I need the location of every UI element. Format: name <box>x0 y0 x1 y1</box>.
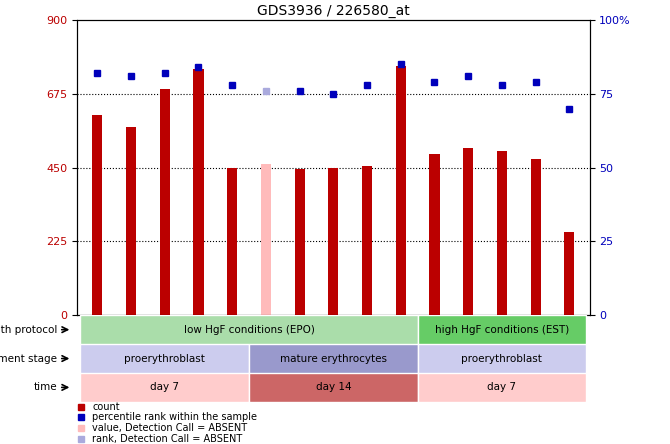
Text: proerythroblast: proerythroblast <box>462 353 542 364</box>
Bar <box>417 344 586 373</box>
Bar <box>92 115 103 315</box>
Title: GDS3936 / 226580_at: GDS3936 / 226580_at <box>257 4 409 18</box>
Text: rank, Detection Call = ABSENT: rank, Detection Call = ABSENT <box>92 433 243 444</box>
Text: day 14: day 14 <box>316 382 351 392</box>
Bar <box>249 373 417 402</box>
Text: value, Detection Call = ABSENT: value, Detection Call = ABSENT <box>92 423 247 433</box>
Text: time: time <box>34 382 58 392</box>
Text: growth protocol: growth protocol <box>0 325 58 335</box>
Text: mature erythrocytes: mature erythrocytes <box>280 353 387 364</box>
Bar <box>564 232 574 315</box>
Bar <box>497 151 507 315</box>
Bar <box>417 315 586 344</box>
Text: low HgF conditions (EPO): low HgF conditions (EPO) <box>184 325 314 335</box>
Text: proerythroblast: proerythroblast <box>125 353 205 364</box>
Bar <box>249 344 417 373</box>
Text: high HgF conditions (EST): high HgF conditions (EST) <box>435 325 569 335</box>
Bar <box>159 89 170 315</box>
Bar <box>80 315 417 344</box>
Bar <box>227 168 237 315</box>
Bar <box>80 373 249 402</box>
Bar <box>396 66 406 315</box>
Bar <box>261 164 271 315</box>
Bar <box>463 148 473 315</box>
Bar <box>531 159 541 315</box>
Text: day 7: day 7 <box>488 382 517 392</box>
Text: percentile rank within the sample: percentile rank within the sample <box>92 412 257 422</box>
Bar <box>194 69 204 315</box>
Bar <box>417 373 586 402</box>
Bar <box>80 344 249 373</box>
Bar <box>362 166 372 315</box>
Text: day 7: day 7 <box>150 382 179 392</box>
Text: count: count <box>92 402 120 412</box>
Bar <box>126 127 136 315</box>
Bar <box>429 155 440 315</box>
Bar <box>328 168 338 315</box>
Bar <box>295 169 305 315</box>
Text: development stage: development stage <box>0 353 58 364</box>
